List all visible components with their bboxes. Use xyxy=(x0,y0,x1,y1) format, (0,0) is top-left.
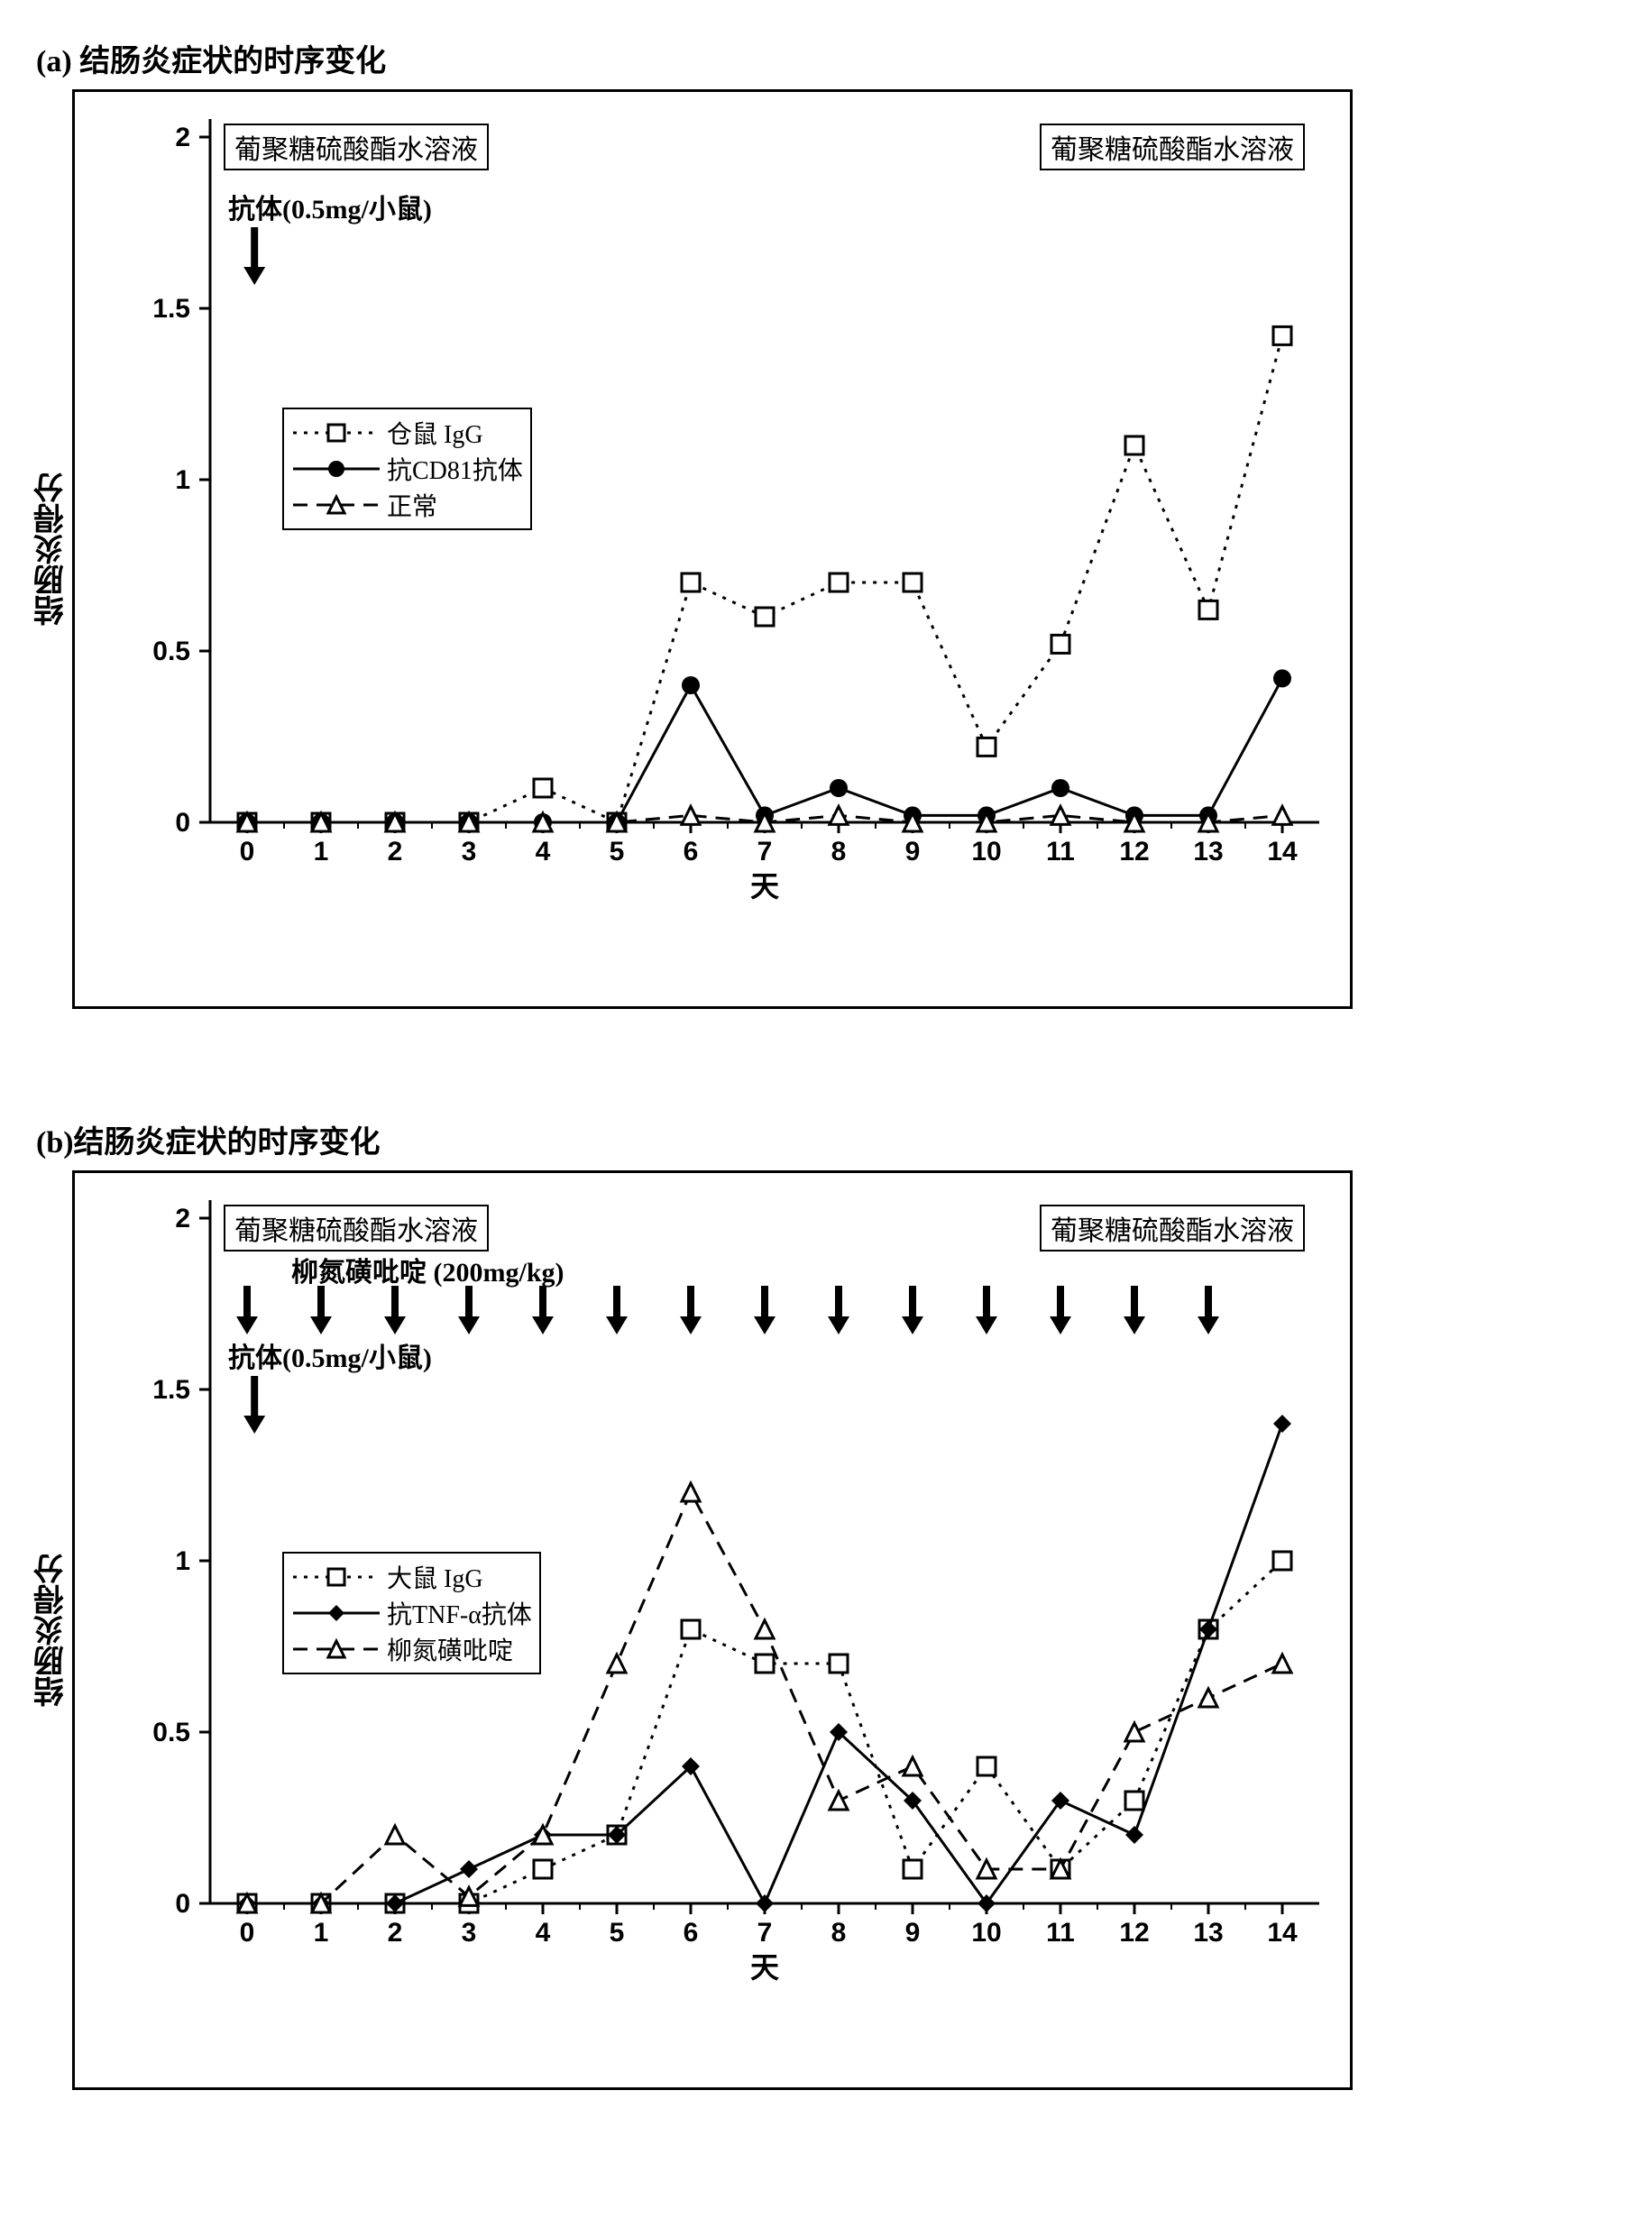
dss-box-left: 葡聚糖硫酸酯水溶液 xyxy=(224,124,489,170)
legend: 大鼠 IgG抗TNF-α抗体柳氮磺吡啶 xyxy=(282,1552,541,1674)
legend: 仓鼠 IgG抗CD81抗体正常 xyxy=(282,408,532,530)
svg-text:10: 10 xyxy=(971,837,1001,866)
svg-text:3: 3 xyxy=(462,837,477,866)
svg-text:6: 6 xyxy=(684,837,699,866)
svg-text:4: 4 xyxy=(536,1918,551,1948)
legend-label: 正常 xyxy=(387,487,437,523)
legend-item: 大鼠 IgG xyxy=(291,1559,532,1595)
panel-a-plot: 00.511.5201234567891011121314天 xyxy=(75,92,1355,1012)
svg-text:0: 0 xyxy=(240,1918,255,1948)
svg-text:0: 0 xyxy=(175,808,190,838)
panel-a-frame: 结肠炎得分 00.511.5201234567891011121314天 葡聚糖… xyxy=(72,89,1353,1009)
legend-label: 仓鼠 IgG xyxy=(387,415,483,451)
svg-text:1.5: 1.5 xyxy=(152,294,190,324)
svg-text:1: 1 xyxy=(314,1918,329,1948)
dss-box-left: 葡聚糖硫酸酯水溶液 xyxy=(224,1205,489,1252)
svg-text:14: 14 xyxy=(1267,1918,1298,1948)
svg-text:2: 2 xyxy=(175,1204,190,1233)
legend-label: 柳氮磺吡啶 xyxy=(387,1631,513,1667)
svg-text:0: 0 xyxy=(175,1889,190,1919)
svg-text:4: 4 xyxy=(536,837,551,866)
svg-text:7: 7 xyxy=(757,1918,773,1948)
svg-text:2: 2 xyxy=(388,837,403,866)
panel-a-ylabel: 结肠炎得分 xyxy=(30,472,74,626)
dss-box-right: 葡聚糖硫酸酯水溶液 xyxy=(1040,124,1305,170)
legend-item: 正常 xyxy=(291,487,523,523)
svg-text:9: 9 xyxy=(905,837,921,866)
panel-b-title: (b)结肠炎症状的时序变化 xyxy=(36,1117,1634,1161)
svg-text:13: 13 xyxy=(1193,837,1223,866)
legend-item: 仓鼠 IgG xyxy=(291,415,523,451)
sulfasalazine-label: 柳氮磺吡啶 (200mg/kg) xyxy=(291,1250,564,1289)
svg-text:2: 2 xyxy=(388,1918,403,1948)
panel-a-title: (a) 结肠炎症状的时序变化 xyxy=(36,36,1634,80)
dss-box-right: 葡聚糖硫酸酯水溶液 xyxy=(1040,1205,1305,1252)
antibody-label: 抗体(0.5mg/小鼠) xyxy=(228,1335,432,1375)
svg-text:11: 11 xyxy=(1046,837,1075,866)
svg-text:天: 天 xyxy=(750,1951,779,1984)
svg-text:0.5: 0.5 xyxy=(152,637,190,666)
svg-text:0: 0 xyxy=(240,837,255,866)
svg-text:7: 7 xyxy=(757,837,773,866)
svg-text:1: 1 xyxy=(175,465,190,495)
legend-item: 抗CD81抗体 xyxy=(291,451,523,487)
svg-text:8: 8 xyxy=(831,837,847,866)
antibody-label: 抗体(0.5mg/小鼠) xyxy=(228,187,432,226)
svg-text:1: 1 xyxy=(314,837,329,866)
svg-text:5: 5 xyxy=(610,837,625,866)
legend-item: 柳氮磺吡啶 xyxy=(291,1631,532,1667)
svg-text:0.5: 0.5 xyxy=(152,1718,190,1747)
panel-b-plot: 00.511.5201234567891011121314天 xyxy=(75,1173,1355,2093)
svg-text:1.5: 1.5 xyxy=(152,1375,190,1405)
legend-label: 大鼠 IgG xyxy=(387,1559,483,1595)
svg-text:11: 11 xyxy=(1046,1918,1075,1948)
legend-item: 抗TNF-α抗体 xyxy=(291,1595,532,1631)
svg-text:14: 14 xyxy=(1267,837,1298,866)
legend-label: 抗TNF-α抗体 xyxy=(387,1595,532,1631)
svg-text:6: 6 xyxy=(684,1918,699,1948)
svg-text:3: 3 xyxy=(462,1918,477,1948)
svg-text:1: 1 xyxy=(175,1546,190,1576)
svg-text:天: 天 xyxy=(750,870,779,903)
svg-text:5: 5 xyxy=(610,1918,625,1948)
svg-text:9: 9 xyxy=(905,1918,921,1948)
legend-label: 抗CD81抗体 xyxy=(387,451,523,487)
svg-text:2: 2 xyxy=(175,123,190,152)
panel-b-frame: 结肠炎得分 00.511.5201234567891011121314天 葡聚糖… xyxy=(72,1170,1353,2090)
svg-text:10: 10 xyxy=(971,1918,1001,1948)
svg-text:12: 12 xyxy=(1119,1918,1149,1948)
svg-text:13: 13 xyxy=(1193,1918,1223,1948)
svg-text:12: 12 xyxy=(1119,837,1149,866)
panel-b-ylabel: 结肠炎得分 xyxy=(30,1554,74,1707)
svg-text:8: 8 xyxy=(831,1918,847,1948)
